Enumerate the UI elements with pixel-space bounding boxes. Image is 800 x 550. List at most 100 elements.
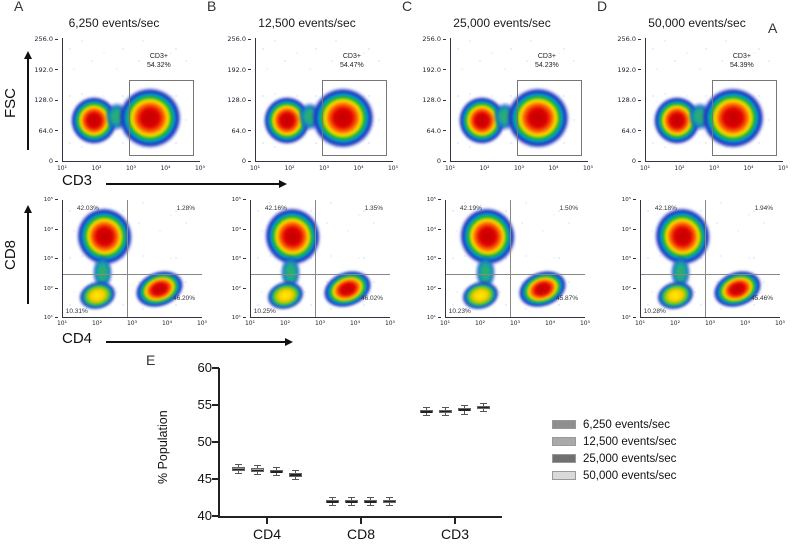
- cd4-axis-label: CD4: [62, 330, 93, 347]
- tick-label: 256.0: [34, 35, 58, 43]
- cd3-axis-label: CD3: [62, 172, 93, 189]
- ecap: [329, 496, 336, 498]
- quadrant-pct-top-right: 1.94%: [754, 204, 774, 212]
- emed: [478, 406, 489, 409]
- eytick-dash: [212, 441, 219, 443]
- tick-label: 10⁵: [232, 197, 246, 203]
- tick-label: 10¹: [249, 165, 261, 172]
- ecap: [442, 406, 449, 408]
- tick-label: 64.0: [427, 127, 446, 135]
- fsc-tick-labels: 256.0 192.0 128.0 64.0 0: [209, 35, 251, 165]
- eytick: 50: [197, 434, 212, 449]
- panel-c-bottom: 10⁵ 10⁴ 10³ 10² 10¹ 42.19% 1.50% 10.23% 45.8…: [391, 193, 590, 355]
- tick-label: 10⁴: [232, 227, 246, 233]
- tick-label: 10²: [232, 286, 246, 292]
- ecap: [235, 472, 242, 474]
- tick-label: 10¹: [244, 320, 256, 327]
- quadrant-pct-top-right: 1.35%: [364, 204, 384, 212]
- legend-item: 12,500 events/sec: [552, 433, 676, 450]
- tick-label: 192.0: [617, 66, 641, 74]
- ecap: [461, 413, 468, 415]
- tick-label: 10²: [622, 286, 636, 292]
- fsc-cd3-plot-c: CD3+ 54.23%: [450, 38, 588, 162]
- quadrant-horizontal-line: [446, 273, 585, 275]
- tick-label: 256.0: [227, 35, 251, 43]
- cd8-tick-labels: 10⁵ 10⁴ 10³ 10² 10¹: [204, 197, 246, 321]
- gate-name: CD3+: [537, 52, 556, 60]
- eytick-dash: [212, 515, 219, 517]
- tick-label: 10⁵: [196, 320, 208, 327]
- tick-label: 10¹: [634, 320, 646, 327]
- gate-name: CD3+: [732, 52, 751, 60]
- ecap: [423, 406, 430, 408]
- scatter-noise: [446, 200, 585, 317]
- quadrant-pct-top-left: 42.03%: [76, 204, 99, 212]
- tick-label: 64.0: [622, 127, 641, 135]
- tick-label: 10¹: [232, 315, 246, 321]
- tick-label: 10⁵: [777, 165, 789, 172]
- ecap: [329, 505, 336, 507]
- panel-a-bottom: 10⁵ 10⁴ 10³ 10² 10¹ 42.03% 1.28% 10.31% 46.2…: [8, 193, 207, 355]
- tick-label: 10⁴: [353, 165, 364, 172]
- cd3-tick-labels: 10¹ 10² 10³ 10⁴ 10⁵: [637, 165, 791, 172]
- tick-label: 0: [632, 157, 641, 165]
- tick-label: 256.0: [422, 35, 446, 43]
- eytick: 60: [197, 360, 212, 375]
- ecap: [367, 496, 374, 498]
- tick-label: 10⁴: [544, 320, 556, 327]
- panel-c-letter: C: [402, 0, 413, 14]
- fsc-axis-arrow-icon: [24, 51, 32, 150]
- tick-label: 256.0: [617, 35, 641, 43]
- extick-dash: [266, 518, 268, 524]
- quadrant-pct-top-right: 1.50%: [559, 204, 579, 212]
- tick-label: 10¹: [444, 165, 456, 172]
- extick-dash: [454, 518, 456, 524]
- panel-b-bottom: 10⁵ 10⁴ 10³ 10² 10¹ 42.16% 1.35% 10.25% 46.0…: [196, 193, 395, 355]
- ecap: [292, 470, 299, 472]
- ecap: [273, 475, 280, 477]
- ecap: [292, 478, 299, 480]
- tick-label: 10⁵: [384, 320, 396, 327]
- tick-label: 0: [242, 157, 251, 165]
- cd3-gate-rect: [128, 79, 194, 156]
- tick-label: 10¹: [427, 315, 441, 321]
- eytick-dash: [212, 404, 219, 406]
- quadrant-vertical-line: [126, 200, 128, 317]
- cd3-gate-rect: [321, 79, 387, 156]
- emed: [384, 500, 395, 503]
- tick-label: 64.0: [232, 127, 251, 135]
- figure-corner-label: A: [768, 20, 778, 36]
- tick-label: 128.0: [617, 96, 641, 104]
- population-boxplot: 40 45 50 55 60 CD4 CD8 CD3: [198, 360, 502, 542]
- quadrant-pct-top-left: 42.19%: [459, 204, 482, 212]
- legend-label: 6,250 events/sec: [583, 418, 670, 431]
- cd3-gate-label: CD3+ 54.39%: [709, 52, 775, 70]
- panel-d-bottom: 10⁵ 10⁴ 10³ 10² 10¹ 42.18% 1.94% 10.28% 45.4…: [586, 193, 785, 355]
- tick-label: 10⁴: [161, 320, 173, 327]
- legend-swatch: [552, 471, 576, 480]
- ecap: [386, 496, 393, 498]
- tick-label: 10⁵: [44, 197, 58, 203]
- cd4-tick-labels: 10¹ 10² 10³ 10⁴ 10⁵: [242, 320, 398, 327]
- cd3-axis-arrow-icon: [106, 180, 287, 188]
- tick-label: 10³: [125, 165, 137, 172]
- tick-label: 10⁵: [774, 320, 786, 327]
- quadrant-vertical-line: [704, 200, 706, 317]
- legend-label: 25,000 events/sec: [583, 452, 677, 465]
- tick-label: 10³: [126, 320, 138, 327]
- eytick-dash: [212, 478, 219, 480]
- panel-c-title: 25,000 events/sec: [453, 16, 551, 30]
- tick-label: 10⁵: [579, 320, 591, 327]
- quadrant-vertical-line: [314, 200, 316, 317]
- gate-pct: 54.32%: [147, 61, 171, 69]
- eytick: 40: [197, 508, 212, 523]
- tick-label: 10⁵: [194, 165, 206, 172]
- tick-label: 128.0: [227, 96, 251, 104]
- emed: [271, 471, 282, 473]
- fsc-cd3-plot-d: CD3+ 54.39%: [645, 38, 783, 162]
- ecap: [273, 466, 280, 468]
- cd4-axis-arrow-icon: [106, 338, 293, 346]
- scatter-noise: [63, 200, 202, 317]
- tick-label: 10³: [708, 165, 720, 172]
